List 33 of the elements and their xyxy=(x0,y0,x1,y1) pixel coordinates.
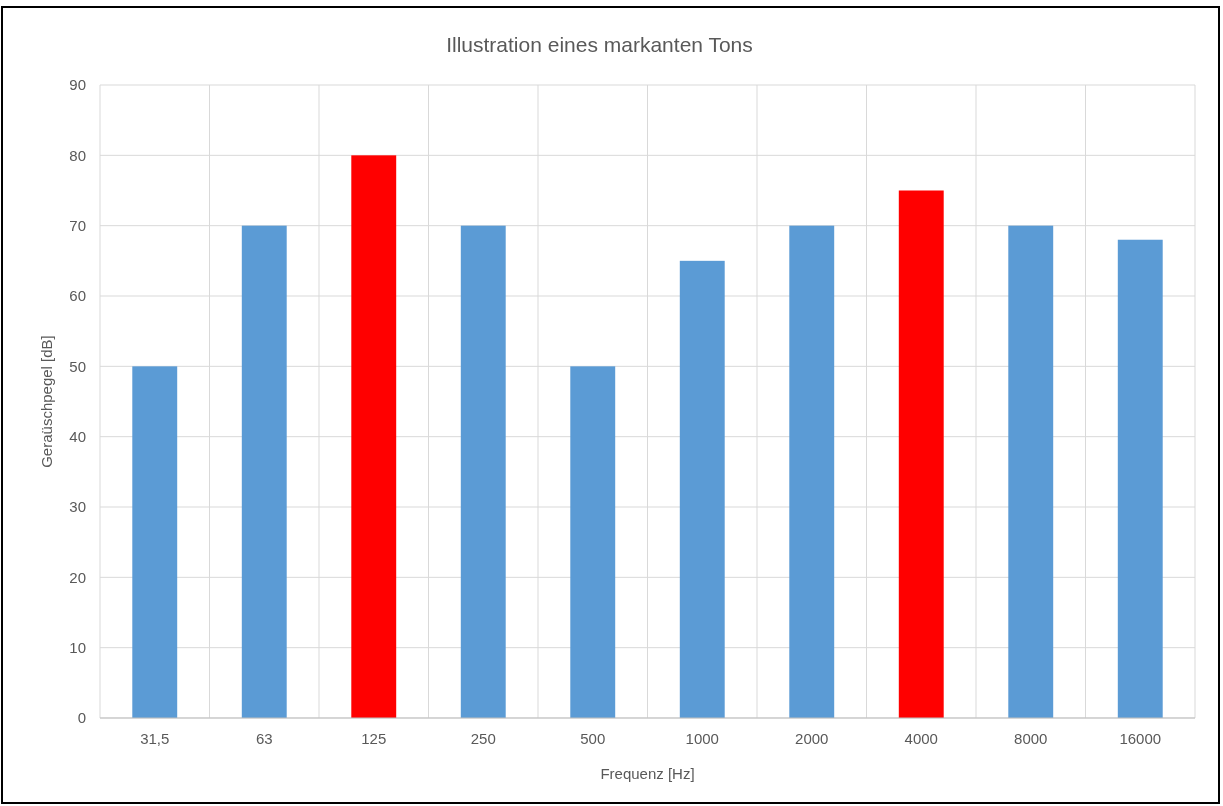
bar xyxy=(679,260,725,718)
x-tick-label: 500 xyxy=(580,730,606,747)
bar xyxy=(1008,225,1054,718)
y-tick-label: 80 xyxy=(69,146,86,164)
y-tick-label: 50 xyxy=(69,357,86,375)
x-tick-label: 63 xyxy=(255,730,273,747)
y-tick-label: 90 xyxy=(69,76,86,94)
x-tick-label: 8000 xyxy=(1014,730,1048,747)
y-tick-label: 60 xyxy=(69,287,86,305)
bar xyxy=(789,225,835,718)
x-tick-label: 250 xyxy=(470,730,496,747)
y-tick-label: 70 xyxy=(69,216,86,234)
bar xyxy=(351,155,397,718)
x-tick-label: 2000 xyxy=(795,730,829,747)
x-tick-label: 1000 xyxy=(685,730,719,747)
x-axis-title: Frequenz [Hz] xyxy=(600,765,695,782)
bar xyxy=(132,366,178,718)
y-tick-label: 10 xyxy=(69,638,86,656)
y-tick-label: 20 xyxy=(69,568,86,586)
x-tick-label: 4000 xyxy=(904,730,938,747)
bar xyxy=(241,225,287,718)
x-tick-label: 31,5 xyxy=(140,730,170,747)
x-tick-label: 16000 xyxy=(1119,730,1162,747)
chart-title: Illustration eines markanten Tons xyxy=(446,33,753,56)
x-tick-label: 125 xyxy=(361,730,387,747)
y-tick-label: 30 xyxy=(69,498,86,516)
y-tick-label: 0 xyxy=(77,709,86,727)
y-axis-title: Geraüschpegel [dB] xyxy=(38,335,55,468)
y-tick-label: 40 xyxy=(69,427,86,445)
bar xyxy=(570,366,616,718)
bar xyxy=(460,225,506,718)
bar xyxy=(1117,239,1163,718)
bar xyxy=(898,190,944,718)
